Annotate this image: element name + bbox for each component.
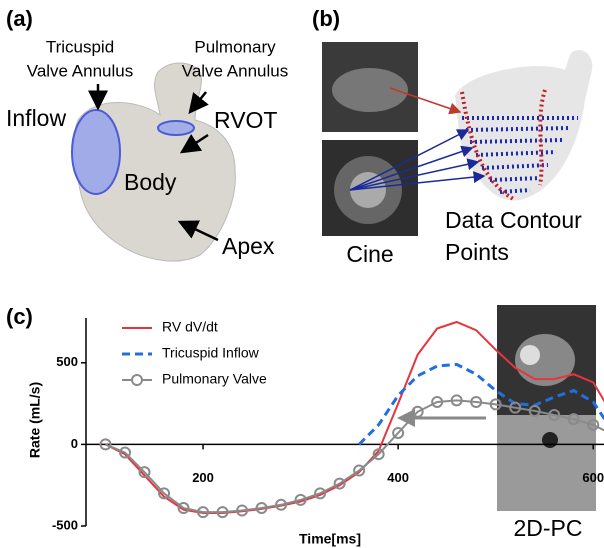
data-point xyxy=(236,504,249,517)
data-point xyxy=(314,487,327,500)
image-label: 2D-PC xyxy=(513,515,582,541)
data-point xyxy=(450,394,463,407)
series-line xyxy=(105,399,604,514)
annotation: Pulmonary xyxy=(194,37,276,56)
x-axis-label: Time[ms] xyxy=(299,531,361,547)
x-tick-label: 200 xyxy=(192,470,214,485)
legend-marker xyxy=(131,374,143,386)
data-point xyxy=(509,401,522,414)
x-tick-label: 600 xyxy=(582,470,604,485)
data-point xyxy=(138,466,151,479)
annotation: Points xyxy=(445,239,509,265)
data-point xyxy=(353,464,366,477)
legend-label: Pulmonary Valve xyxy=(162,371,267,387)
cine-images xyxy=(322,42,418,236)
data-point xyxy=(489,398,502,411)
data-point xyxy=(470,395,483,408)
data-point xyxy=(197,506,210,519)
data-point xyxy=(177,502,190,515)
data-point xyxy=(333,477,346,490)
annotation: Cine xyxy=(346,241,393,267)
series-line xyxy=(358,362,604,446)
data-point xyxy=(99,438,112,451)
data-point xyxy=(372,448,385,461)
data-point xyxy=(431,395,444,408)
legend-label: RV dV/dt xyxy=(162,319,218,335)
y-axis-label: Rate (mL/s) xyxy=(27,382,43,458)
data-point xyxy=(255,502,268,515)
data-point xyxy=(567,413,580,426)
annotation: Valve Annulus xyxy=(27,61,133,80)
annotation: RVOT xyxy=(214,107,277,133)
data-point xyxy=(548,409,561,422)
data-point xyxy=(587,418,600,431)
panel-label: (c) xyxy=(6,304,33,329)
y-tick-label: 500 xyxy=(56,354,78,369)
data-point xyxy=(216,506,229,519)
panel-label: (a) xyxy=(6,6,33,31)
panel-label: (b) xyxy=(312,6,340,31)
annotation: Apex xyxy=(222,233,275,259)
data-point xyxy=(158,487,171,500)
annotation: Tricuspid xyxy=(46,37,114,56)
annotation: Inflow xyxy=(6,105,66,131)
y-tick-label: -500 xyxy=(52,517,78,532)
y-tick-label: 0 xyxy=(71,436,78,451)
x-tick-label: 400 xyxy=(387,470,409,485)
data-point xyxy=(294,493,307,506)
data-point xyxy=(119,446,132,459)
data-point xyxy=(411,405,424,418)
annotation: Valve Annulus xyxy=(182,61,288,80)
data-point xyxy=(392,426,405,439)
annotation: Body xyxy=(124,169,177,195)
legend-label: Tricuspid Inflow xyxy=(162,345,260,361)
annotation: Data Contour xyxy=(445,207,582,233)
heart-model xyxy=(71,62,236,262)
contour-mesh xyxy=(349,50,593,202)
data-point xyxy=(275,498,288,511)
data-point xyxy=(528,404,541,417)
